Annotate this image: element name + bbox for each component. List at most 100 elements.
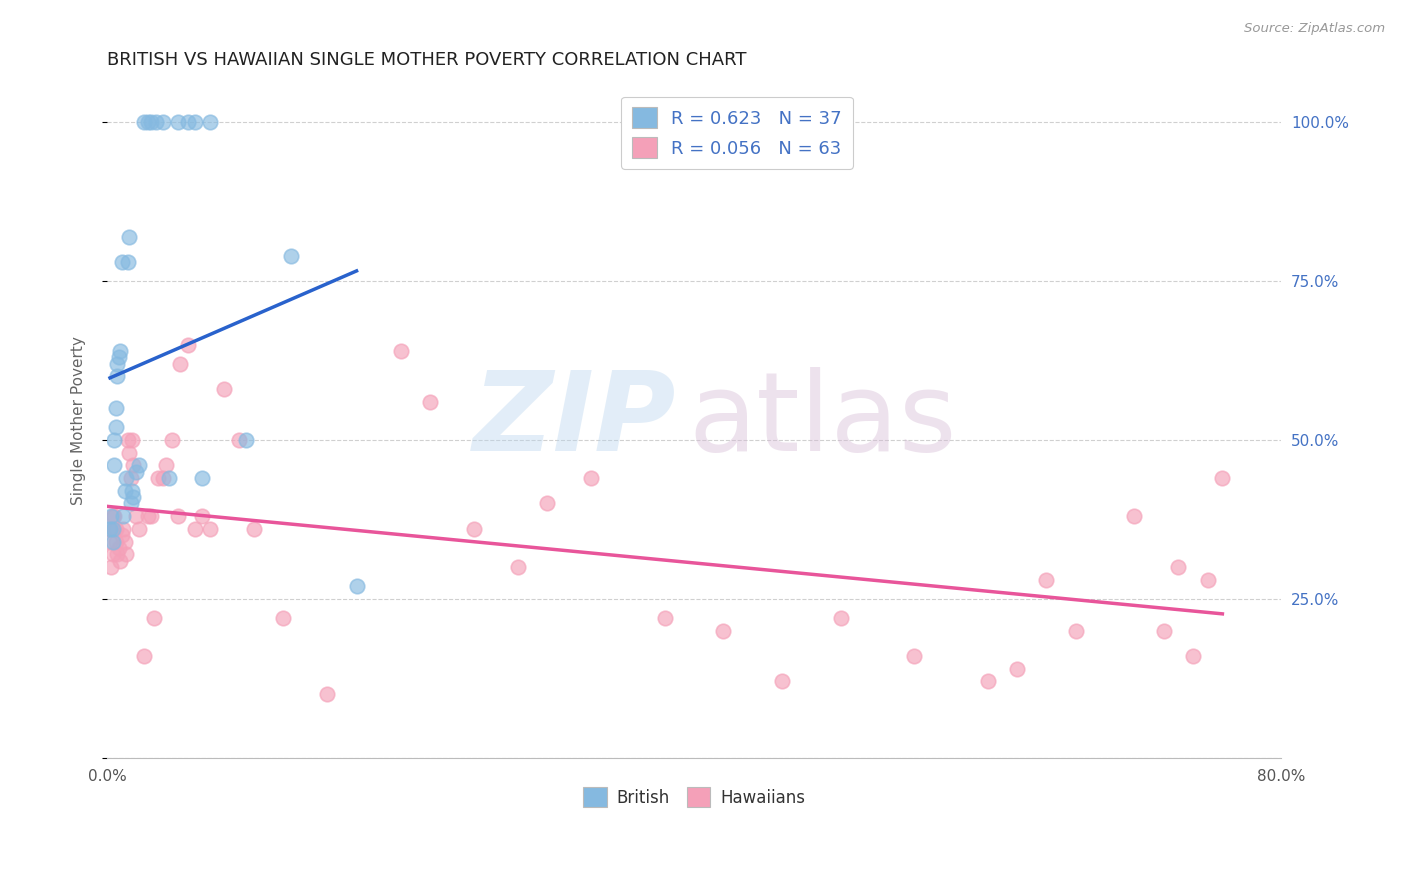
Point	[118, 229, 141, 244]
Point	[713, 624, 735, 638]
Point	[243, 522, 266, 536]
Point	[98, 534, 121, 549]
Point	[1064, 624, 1087, 638]
Point	[111, 255, 134, 269]
Point	[110, 554, 132, 568]
Point	[770, 674, 793, 689]
Point	[132, 648, 155, 663]
Point	[184, 115, 207, 129]
Point	[1153, 624, 1175, 638]
Point	[155, 458, 177, 473]
Point	[121, 483, 143, 498]
Point	[112, 522, 135, 536]
Point	[152, 115, 174, 129]
Point	[103, 509, 125, 524]
Point	[160, 433, 183, 447]
Point	[169, 357, 191, 371]
Point	[157, 471, 180, 485]
Point	[145, 115, 167, 129]
Point	[139, 509, 162, 524]
Point	[1182, 648, 1205, 663]
Point	[536, 496, 558, 510]
Point	[581, 471, 603, 485]
Point	[115, 547, 138, 561]
Point	[125, 509, 148, 524]
Point	[101, 534, 124, 549]
Point	[280, 249, 302, 263]
Point	[506, 560, 529, 574]
Point	[1005, 662, 1028, 676]
Legend: British, Hawaiians: British, Hawaiians	[576, 780, 811, 814]
Point	[463, 522, 485, 536]
Point	[191, 509, 214, 524]
Point	[128, 522, 150, 536]
Point	[976, 674, 998, 689]
Point	[389, 343, 412, 358]
Point	[139, 115, 162, 129]
Point	[136, 509, 159, 524]
Point	[1167, 560, 1189, 574]
Point	[228, 433, 250, 447]
Point	[166, 115, 188, 129]
Point	[105, 547, 128, 561]
Point	[152, 471, 174, 485]
Point	[104, 522, 127, 536]
Text: Source: ZipAtlas.com: Source: ZipAtlas.com	[1244, 22, 1385, 36]
Point	[184, 522, 207, 536]
Point	[903, 648, 925, 663]
Point	[108, 541, 131, 555]
Point	[1211, 471, 1233, 485]
Y-axis label: Single Mother Poverty: Single Mother Poverty	[72, 336, 86, 506]
Point	[122, 458, 145, 473]
Point	[101, 522, 124, 536]
Point	[98, 522, 121, 536]
Point	[104, 420, 127, 434]
Point	[103, 433, 125, 447]
Point	[128, 458, 150, 473]
Point	[122, 490, 145, 504]
Point	[1123, 509, 1146, 524]
Point	[103, 458, 125, 473]
Point	[120, 471, 142, 485]
Point	[111, 528, 134, 542]
Point	[198, 115, 221, 129]
Point	[104, 534, 127, 549]
Text: atlas: atlas	[688, 368, 956, 475]
Point	[117, 433, 139, 447]
Point	[112, 509, 135, 524]
Point	[143, 611, 166, 625]
Point	[271, 611, 294, 625]
Point	[121, 433, 143, 447]
Point	[191, 471, 214, 485]
Point	[1197, 573, 1219, 587]
Point	[105, 357, 128, 371]
Point	[110, 343, 132, 358]
Point	[235, 433, 257, 447]
Point	[100, 509, 122, 524]
Point	[177, 337, 200, 351]
Point	[101, 547, 124, 561]
Text: BRITISH VS HAWAIIAN SINGLE MOTHER POVERTY CORRELATION CHART: BRITISH VS HAWAIIAN SINGLE MOTHER POVERT…	[107, 51, 747, 69]
Point	[117, 255, 139, 269]
Point	[177, 115, 200, 129]
Point	[136, 115, 159, 129]
Point	[166, 509, 188, 524]
Point	[103, 522, 125, 536]
Point	[104, 401, 127, 416]
Point	[419, 394, 441, 409]
Point	[114, 534, 136, 549]
Point	[830, 611, 852, 625]
Point	[118, 445, 141, 459]
Point	[108, 351, 131, 365]
Point	[100, 560, 122, 574]
Point	[198, 522, 221, 536]
Point	[125, 465, 148, 479]
Point	[114, 483, 136, 498]
Point	[120, 496, 142, 510]
Point	[654, 611, 676, 625]
Point	[316, 687, 339, 701]
Point	[105, 369, 128, 384]
Point	[101, 509, 124, 524]
Point	[132, 115, 155, 129]
Point	[148, 471, 170, 485]
